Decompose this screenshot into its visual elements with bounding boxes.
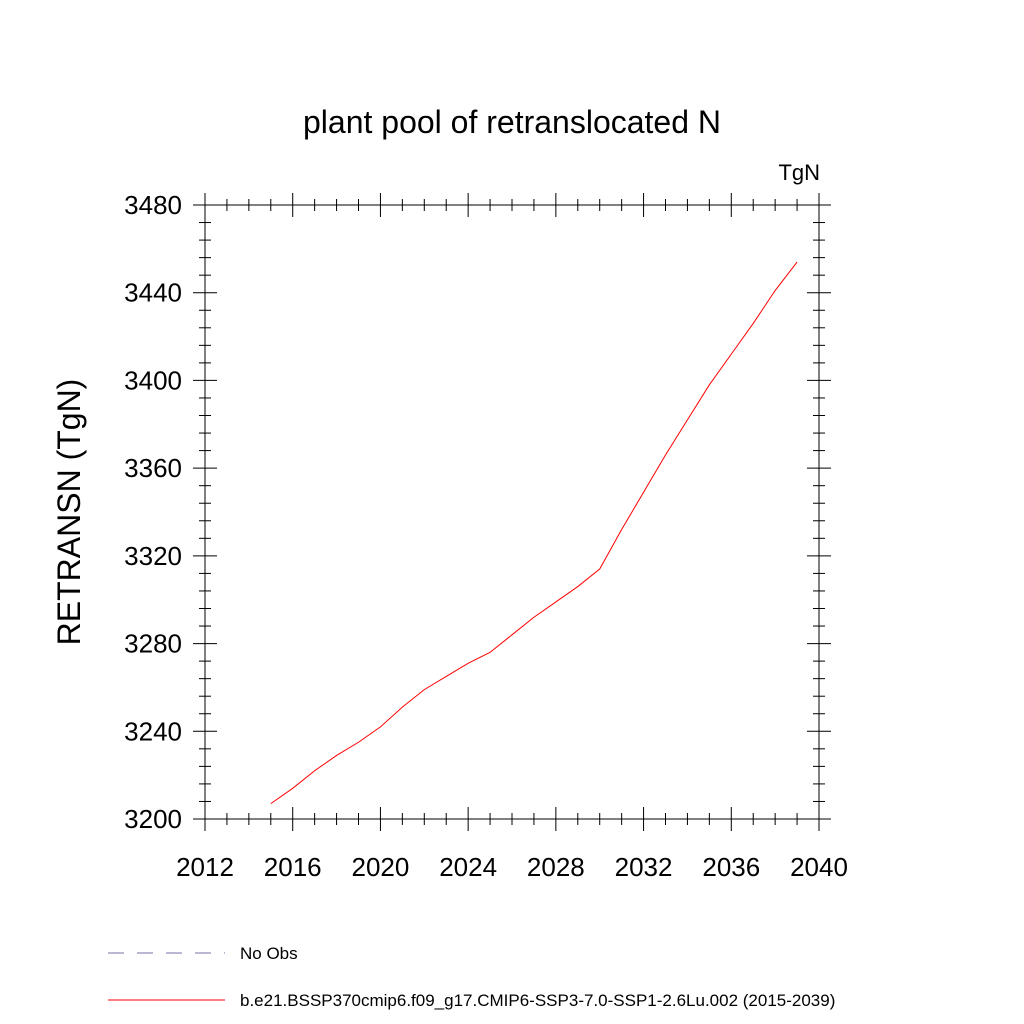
y-tick-label: 3480 — [124, 190, 182, 220]
y-tick-label: 3200 — [124, 804, 182, 834]
x-tick-label: 2024 — [439, 852, 497, 882]
y-tick-label: 3240 — [124, 716, 182, 746]
legend-label-no-obs: No Obs — [240, 944, 298, 963]
y-tick-label: 3400 — [124, 365, 182, 395]
x-tick-label: 2016 — [264, 852, 322, 882]
y-tick-label: 3440 — [124, 278, 182, 308]
units-label: TgN — [778, 160, 820, 185]
y-tick-label: 3320 — [124, 541, 182, 571]
x-tick-label: 2012 — [176, 852, 234, 882]
x-tick-label: 2040 — [790, 852, 848, 882]
legend-label-model-run: b.e21.BSSP370cmip6.f09_g17.CMIP6-SSP3-7.… — [240, 991, 835, 1010]
x-tick-label: 2020 — [352, 852, 410, 882]
chart-title: plant pool of retranslocated N — [303, 104, 721, 140]
x-tick-label: 2028 — [527, 852, 585, 882]
legend: No Obs b.e21.BSSP370cmip6.f09_g17.CMIP6-… — [108, 944, 835, 1010]
series-line-0 — [270, 261, 798, 805]
tick-labels: 2012 2016 2020 2024 2028 2032 2036 2040 3200 3240… — [124, 190, 848, 882]
y-tick-label: 3280 — [124, 629, 182, 659]
y-tick-label: 3360 — [124, 453, 182, 483]
x-tick-label: 2032 — [615, 852, 673, 882]
series-layer — [270, 261, 798, 805]
plot-frame — [204, 204, 820, 820]
x-tick-label: 2036 — [702, 852, 760, 882]
axis-ticks — [193, 193, 831, 831]
y-axis-label: RETRANSN (TgN) — [51, 379, 87, 646]
